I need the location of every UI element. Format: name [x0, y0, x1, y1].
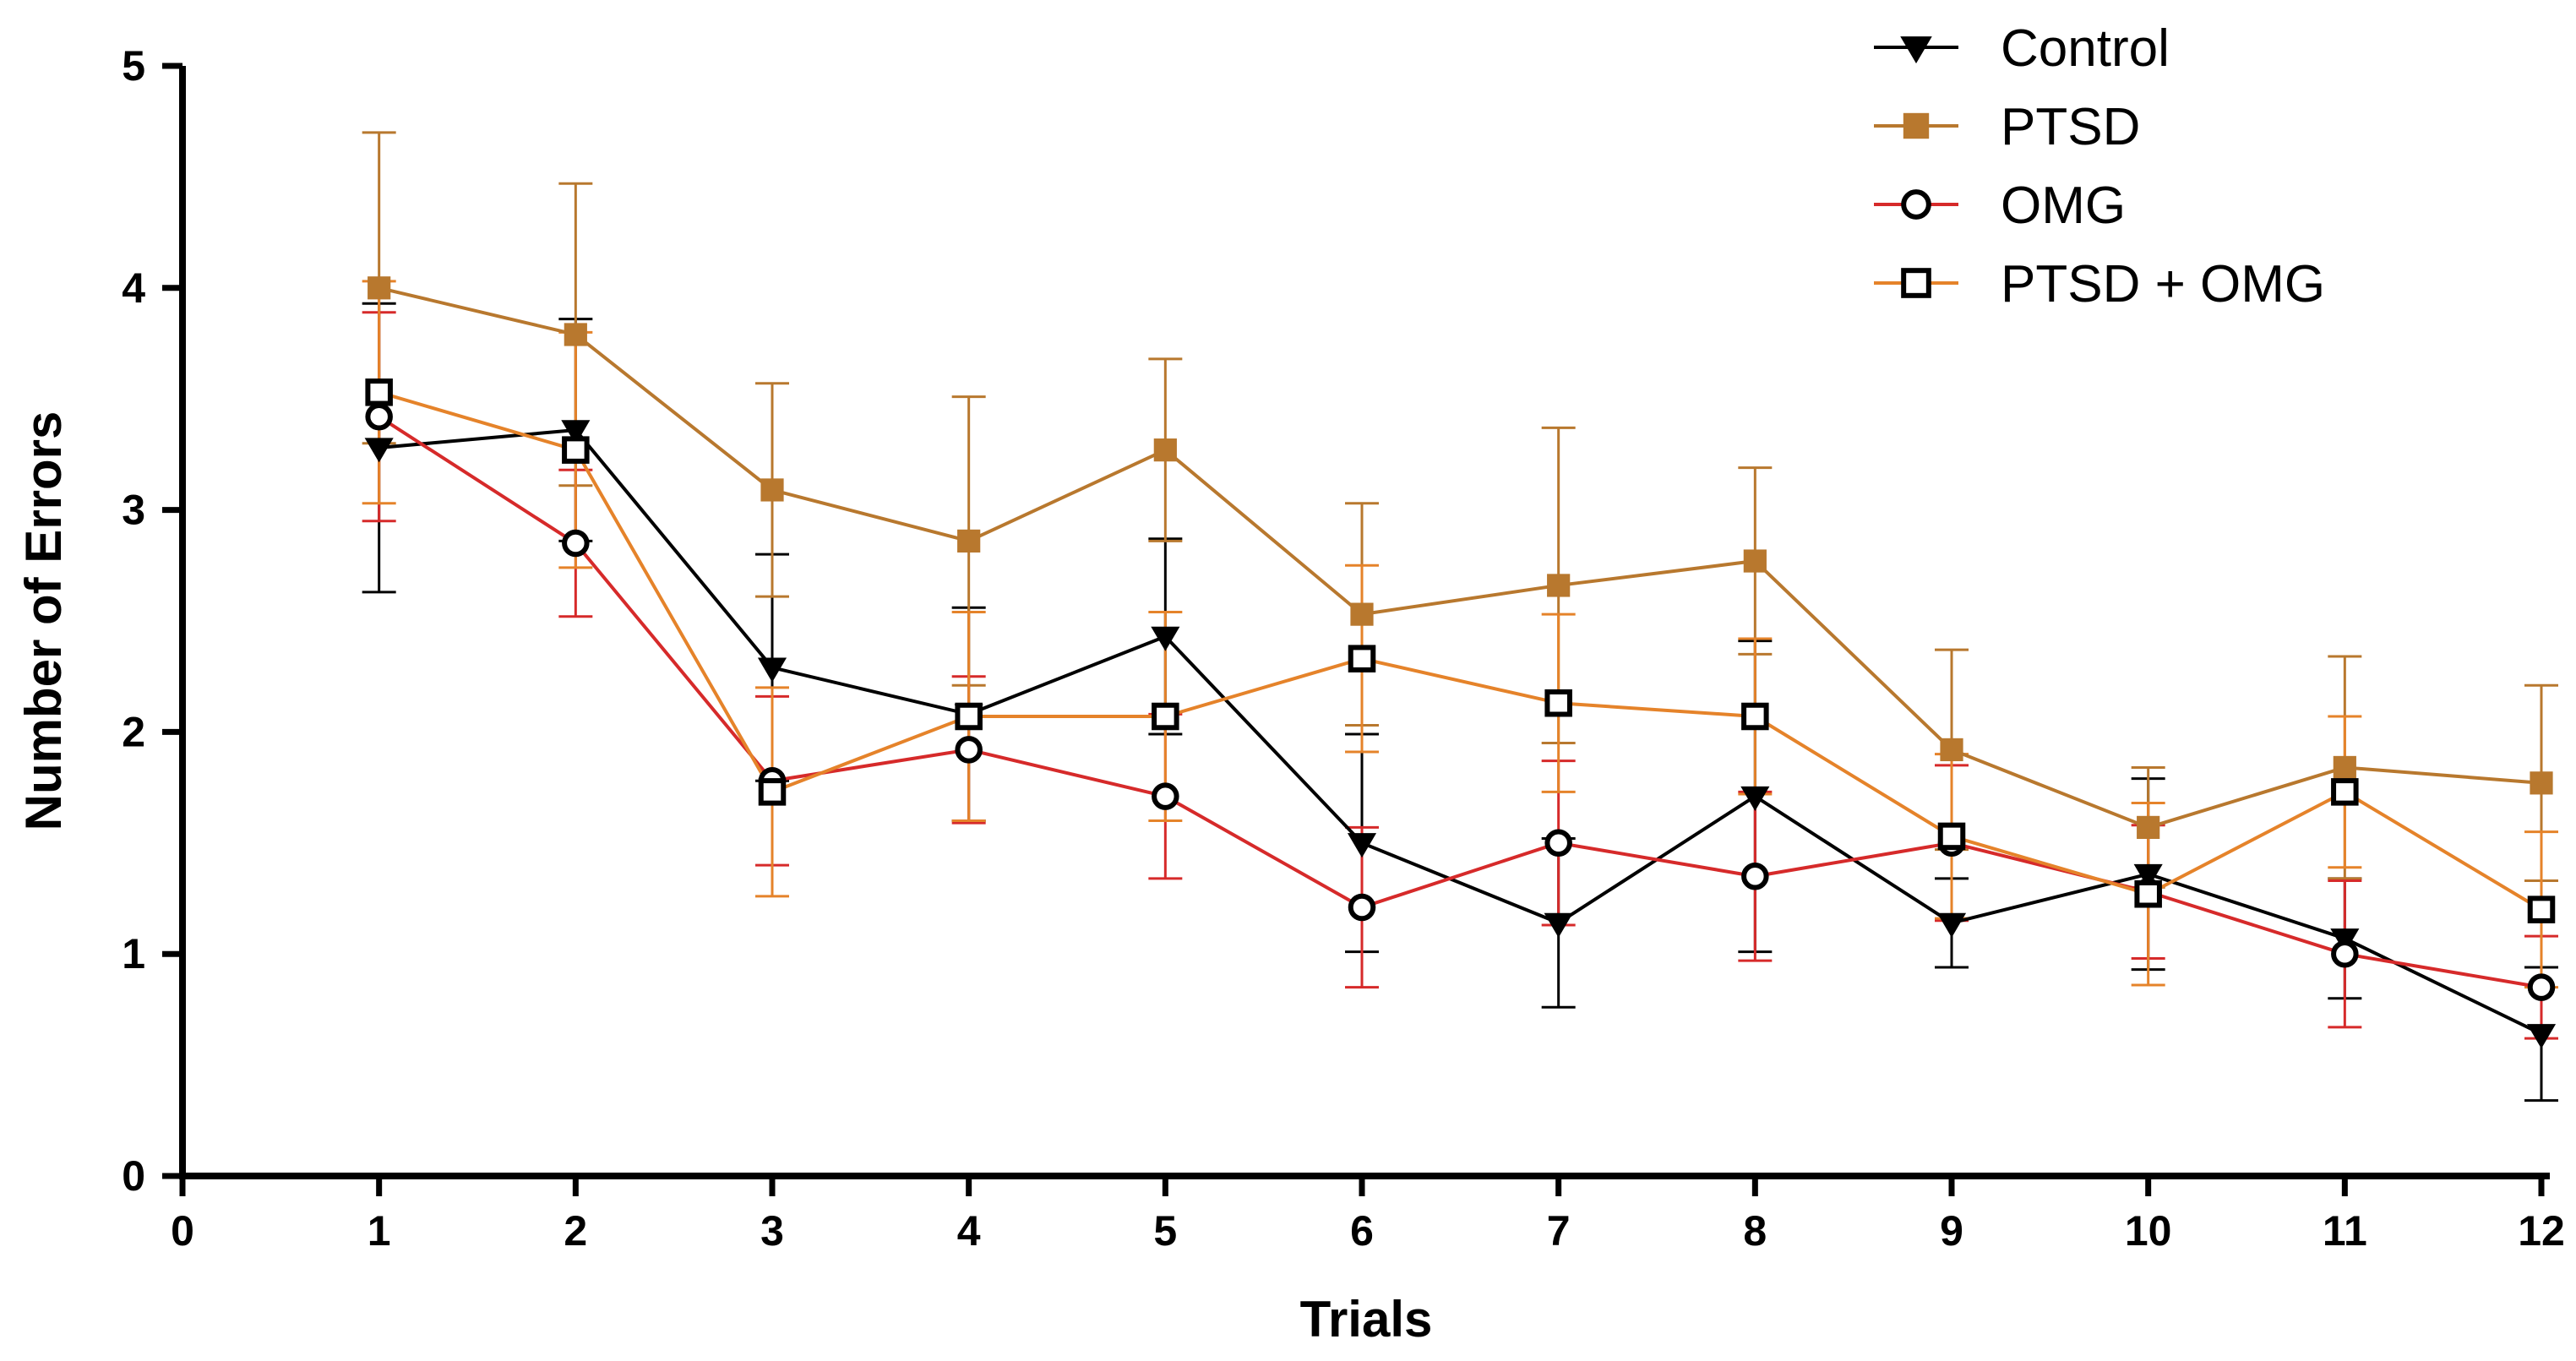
legend-entry-0: Control — [1874, 19, 2170, 78]
data-point-0-11 — [2526, 1024, 2557, 1049]
x-tick-label-11: 11 — [2323, 1207, 2367, 1255]
series-line-2 — [378, 415, 2542, 989]
data-point-1-11 — [2530, 771, 2553, 795]
data-point-3-7 — [1741, 702, 1769, 731]
legend-label-0: Control — [2001, 19, 2170, 78]
y-tick-label-4: 4 — [122, 264, 145, 312]
data-point-2-0 — [365, 402, 393, 431]
y-tick-label-1: 1 — [122, 930, 145, 977]
data-point-2-5 — [1348, 893, 1376, 922]
data-point-0-9 — [2133, 863, 2163, 890]
y-tick-label-3: 3 — [122, 487, 145, 534]
data-point-3-5 — [1348, 645, 1376, 672]
data-point-2-1 — [562, 529, 590, 558]
data-point-3-1 — [562, 436, 590, 464]
data-point-3-6 — [1544, 689, 1572, 717]
data-point-1-4 — [1153, 438, 1177, 462]
x-tick-label-8: 8 — [1743, 1207, 1767, 1255]
data-point-0-2 — [757, 657, 787, 683]
data-point-2-3 — [955, 736, 983, 764]
x-tick-label-2: 2 — [564, 1207, 587, 1255]
data-point-3-10 — [2331, 778, 2359, 806]
data-point-1-1 — [564, 323, 587, 346]
data-point-1-7 — [1743, 549, 1767, 573]
data-point-3-0 — [365, 378, 393, 406]
x-tick-label-10: 10 — [2125, 1207, 2172, 1255]
x-tick-label-6: 6 — [1350, 1207, 1374, 1255]
legend-marker-3 — [1901, 268, 1931, 298]
legend-label-1: PTSD — [2001, 98, 2140, 156]
series-line-1 — [379, 286, 2542, 830]
x-tick-label-1: 1 — [368, 1207, 391, 1255]
series-line-0 — [379, 427, 2542, 1036]
series-line-3 — [379, 390, 2543, 912]
y-tick-label-0: 0 — [122, 1152, 145, 1200]
data-point-0-1 — [561, 420, 591, 445]
legend-label-2: OMG — [2001, 177, 2126, 235]
legend-entry-3: PTSD + OMG — [1874, 255, 2325, 313]
data-point-1-5 — [1350, 602, 1374, 626]
y-ticks: 0 1 2 3 4 5 — [122, 42, 182, 1200]
data-point-2-6 — [1544, 829, 1572, 857]
x-tick-label-4: 4 — [957, 1207, 981, 1255]
x-tick-label-7: 7 — [1547, 1207, 1571, 1255]
x-ticks: 0 1 2 3 4 5 6 7 8 9 10 11 12 — [171, 1176, 2565, 1255]
data-point-0-5 — [1347, 833, 1377, 858]
data-point-3-11 — [2527, 896, 2556, 923]
y-tick-label-5: 5 — [122, 42, 145, 90]
data-point-1-9 — [2137, 815, 2160, 840]
legend-marker-0 — [1900, 36, 1932, 64]
legend: Control PTSD OMG PTSD + OMG — [1874, 19, 2325, 313]
data-point-3-8 — [1937, 822, 1966, 851]
data-point-0-4 — [1151, 626, 1180, 651]
data-point-2-4 — [1152, 782, 1179, 810]
data-point-3-4 — [1152, 702, 1179, 731]
data-point-1-0 — [368, 276, 391, 300]
legend-entry-2: OMG — [1874, 177, 2126, 235]
data-point-3-3 — [955, 702, 983, 731]
data-point-0-7 — [1740, 786, 1770, 812]
data-point-1-10 — [2333, 755, 2356, 780]
series-markers — [364, 276, 2557, 1049]
x-tick-label-5: 5 — [1153, 1207, 1177, 1255]
data-point-0-10 — [2330, 928, 2360, 954]
x-axis-title: Trials — [1300, 1291, 1433, 1347]
data-point-1-6 — [1547, 574, 1571, 597]
data-point-2-10 — [2331, 939, 2359, 968]
x-tick-label-3: 3 — [760, 1207, 784, 1255]
series-lines — [378, 286, 2543, 1036]
data-point-3-2 — [758, 778, 787, 806]
x-tick-label-0: 0 — [171, 1207, 194, 1255]
x-tick-label-9: 9 — [1940, 1207, 1963, 1255]
data-point-0-0 — [364, 438, 394, 463]
y-axis-title: Number of Errors — [15, 411, 72, 831]
data-point-0-8 — [1936, 912, 1967, 938]
data-point-1-3 — [957, 529, 981, 553]
x-tick-label-12: 12 — [2518, 1207, 2565, 1255]
data-point-0-6 — [1544, 912, 1573, 938]
data-point-1-2 — [760, 478, 784, 502]
legend-marker-1 — [1903, 112, 1930, 139]
data-point-3-9 — [2134, 879, 2162, 908]
data-point-1-8 — [1940, 738, 1963, 762]
data-point-2-7 — [1741, 862, 1769, 890]
legend-label-3: PTSD + OMG — [2001, 255, 2325, 313]
data-point-2-11 — [2527, 973, 2556, 1001]
legend-marker-2 — [1901, 189, 1931, 220]
y-tick-label-2: 2 — [122, 708, 145, 755]
legend-entry-1: PTSD — [1874, 98, 2140, 156]
